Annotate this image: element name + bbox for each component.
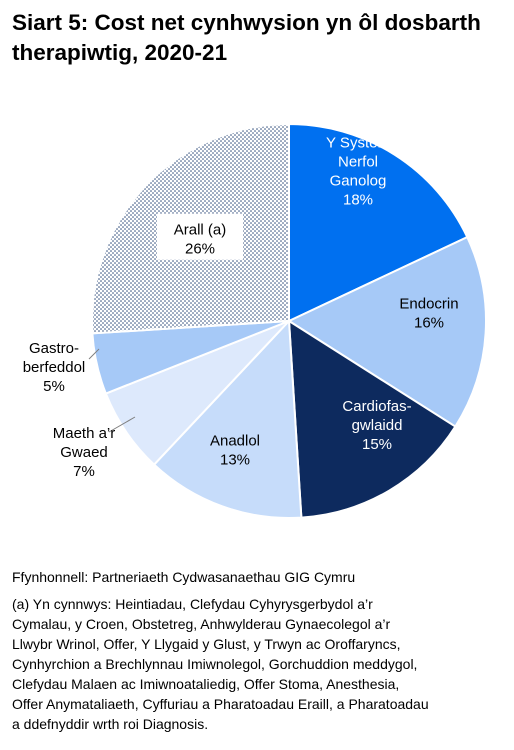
slice-category-label: Arall (a) [174,222,227,239]
slice-category-label: Maeth a’r [53,425,116,442]
slice-category-label: Ganolog [330,173,387,190]
slice-category-label: Gwaed [60,444,108,461]
pie-slice-3 [287,319,457,519]
slice-category-label: Endocrin [399,296,458,313]
leader-lines [88,348,136,433]
chart-title: Siart 5: Cost net cynhwysion yn ôl dosba… [12,10,481,65]
slice-category-label: Gastro- [29,340,79,357]
footnote-line: (a) Yn cynnwys: Heintiadau, Clefydau Cyh… [12,596,373,612]
pie-chart: Y System Nerfol Ganolog 18% Endocrin 16% Cardi… [23,122,487,519]
source-note: Ffynhonnell: Partneriaeth Cydwasanaethau… [12,569,356,585]
footnote: (a) Yn cynnwys: Heintiadau, Clefydau Cyh… [12,594,504,734]
pie-slice-4 [152,318,303,519]
footnote-line: Llwybr Wrinol, Offer, Y Llygaid y Glust,… [12,636,401,652]
footnote-line: Clefydau Malaen ac Imiwnoataliedig, Offe… [12,676,400,692]
label-background [157,213,243,260]
pie-slice-2 [286,235,487,428]
footnote-line: Cymalau, y Croen, Obstetreg, Anhwylderau… [12,616,391,632]
footnote-line: a ddefnyddir wrth roi Diagnosis. [12,716,209,732]
slice-category-label: berfeddol [23,359,86,376]
leader-line [108,416,136,433]
slice-category-label: Y System [326,135,390,152]
slice-category-label: Nerfol [338,154,378,171]
slice-category-label: gwlaidd [352,417,403,434]
slice-value-label: 15% [362,436,392,453]
slice-value-label: 26% [185,241,215,258]
leader-line [88,348,100,360]
footnote-line: Offer Anymataliaeth, Cyffuriau a Pharato… [12,696,429,712]
slice-category-label: Cardiofas- [342,398,411,415]
slice-value-label: 16% [414,315,444,332]
slice-labels: Y System Nerfol Ganolog 18% Endocrin 16% Cardi… [23,135,459,481]
footnote-line: Cynhyrchion a Brechlynnau Imiwnolegol, G… [12,656,418,672]
slice-value-label: 7% [73,463,95,480]
slice-value-label: 5% [43,378,65,395]
slice-value-label: 18% [343,192,373,209]
slice-category-label: Anadlol [210,433,260,450]
pie-slice-1 [288,122,469,323]
slice-value-label: 13% [220,452,250,469]
